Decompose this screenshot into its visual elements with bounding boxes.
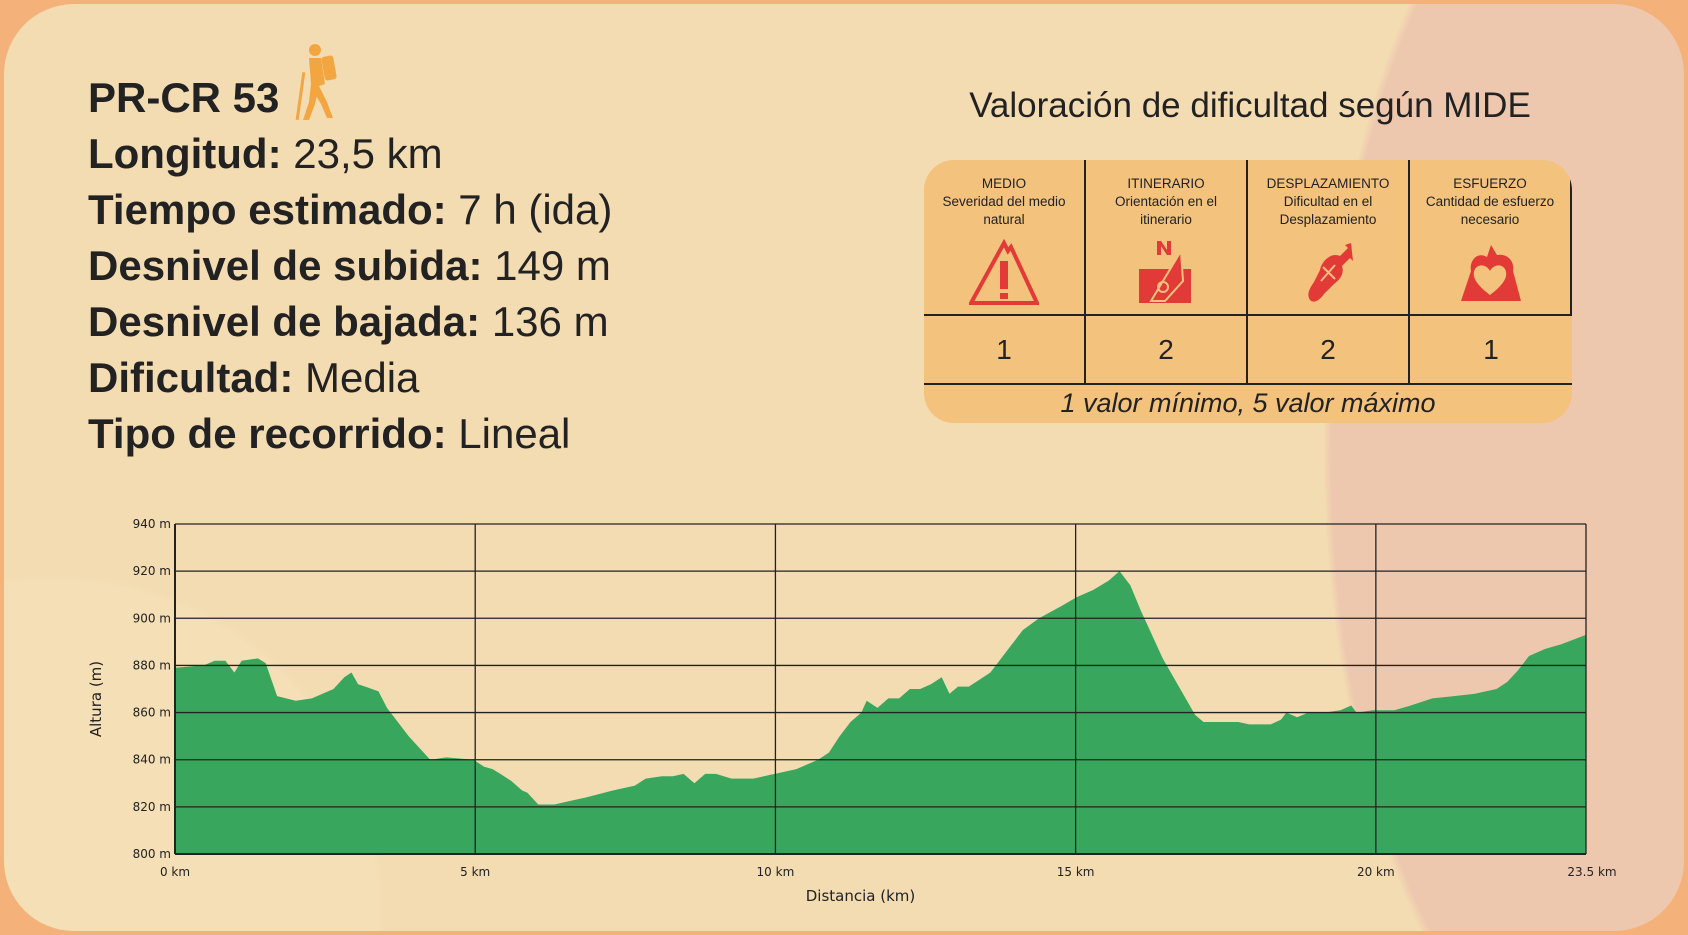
route-info: PR-CR 53 Longitud: 23,5 km Tiempo estima…	[88, 42, 612, 462]
route-field: Desnivel de subida: 149 m	[88, 242, 611, 289]
route-field: Desnivel de bajada: 136 m	[88, 298, 609, 345]
column-desc: Dificultad en el Desplazamiento	[1279, 194, 1377, 227]
y-tick-label: 920 m	[133, 564, 171, 578]
mide-footnote: 1 valor mínimo, 5 valor máximo	[1060, 388, 1436, 418]
mide-header-esfuerzo: ESFUERZO Cantidad de esfuerzo necesario	[1410, 160, 1572, 316]
warning-mountain-icon	[969, 239, 1039, 305]
route-code: PR-CR 53	[88, 74, 280, 121]
mide-header-desplazamiento: DESPLAZAMIENTO Dificultad en el Desplaza…	[1248, 160, 1410, 316]
y-tick-label: 840 m	[133, 753, 171, 767]
x-tick-label: 20 km	[1357, 865, 1395, 879]
mide-value-itinerario: 2	[1086, 316, 1248, 385]
x-tick-label: 0 km	[160, 865, 190, 879]
y-tick-label: 880 m	[133, 658, 171, 672]
route-field: Longitud: 23,5 km	[88, 130, 443, 177]
x-tick-label: 15 km	[1057, 865, 1095, 879]
mide-value-medio: 1	[924, 316, 1086, 385]
route-field: Tiempo estimado: 7 h (ida)	[88, 186, 613, 233]
boot-print-icon	[1308, 243, 1353, 302]
y-tick-label: 940 m	[133, 517, 171, 531]
mide-value-desplazamiento: 2	[1248, 316, 1410, 385]
column-desc: Orientación en el itinerario	[1114, 194, 1218, 227]
route-field: Tipo de recorrido: Lineal	[88, 410, 571, 457]
y-tick-label: 860 m	[133, 706, 171, 720]
column-name: ESFUERZO	[1453, 176, 1527, 191]
mide-title: Valoración de dificultad según MIDE	[969, 86, 1531, 125]
column-name: ITINERARIO	[1127, 176, 1205, 191]
mide-header-itinerario: ITINERARIO Orientación en el itinerario	[1086, 160, 1248, 316]
column-desc: Cantidad de esfuerzo necesario	[1425, 194, 1555, 227]
x-tick-label: 23.5 km	[1567, 865, 1616, 879]
column-name: MEDIO	[981, 176, 1027, 191]
y-axis-label: Altura (m)	[87, 661, 105, 737]
y-tick-label: 800 m	[133, 847, 171, 861]
heart-effort-icon	[1461, 245, 1521, 301]
mide-value-esfuerzo: 1	[1410, 316, 1572, 385]
mide-table: MEDIO Severidad del medio natural ITINER…	[924, 160, 1572, 423]
y-tick-label: 900 m	[133, 611, 171, 625]
column-desc: Severidad del medio natural	[942, 194, 1066, 227]
x-tick-label: 5 km	[460, 865, 490, 879]
x-axis-label: Distancia (km)	[806, 887, 916, 905]
route-field: Dificultad: Media	[88, 354, 420, 401]
mide-header-medio: MEDIO Severidad del medio natural	[924, 160, 1086, 316]
hiker-icon	[296, 44, 337, 121]
x-tick-label: 10 km	[757, 865, 795, 879]
y-tick-label: 820 m	[133, 800, 171, 814]
compass-icon	[1139, 241, 1191, 303]
column-name: DESPLAZAMIENTO	[1266, 176, 1390, 191]
